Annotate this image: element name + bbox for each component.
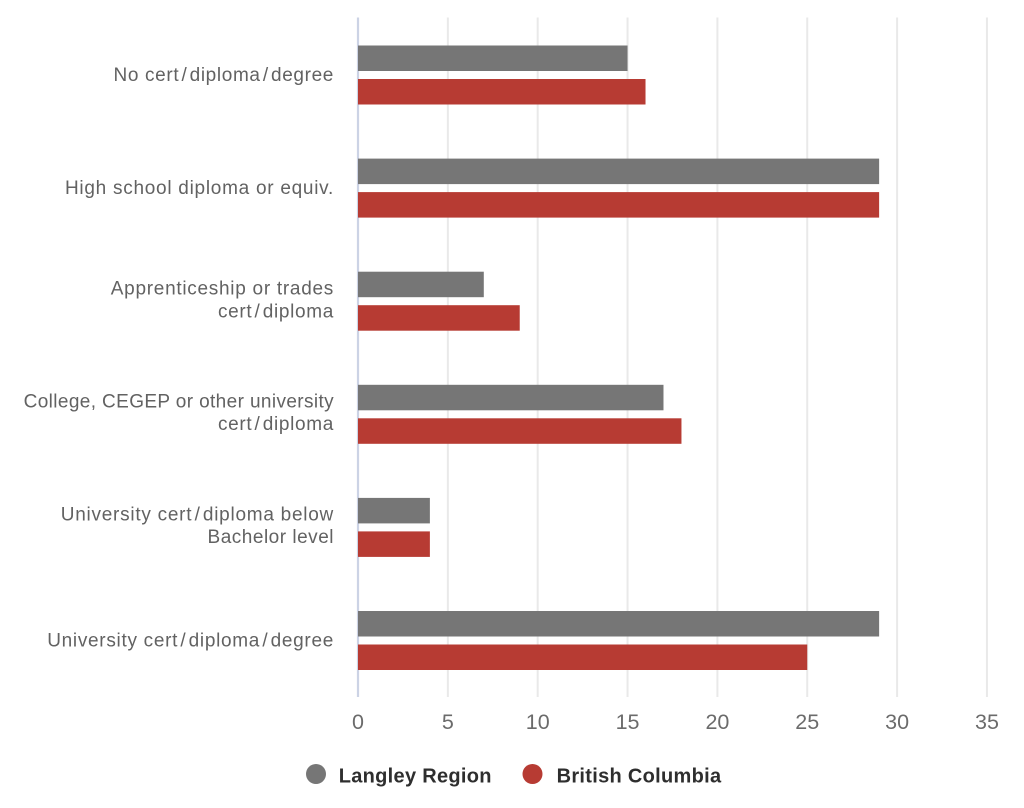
svg-text:0: 0: [352, 710, 364, 734]
svg-text:University cert / diploma / de: University cert / diploma / degree: [47, 631, 334, 652]
svg-text:20: 20: [705, 710, 729, 734]
svg-text:5: 5: [442, 710, 454, 734]
svg-text:Bachelor level: Bachelor level: [208, 527, 334, 548]
svg-text:cert / diploma: cert / diploma: [218, 301, 334, 322]
svg-text:15: 15: [616, 710, 640, 734]
svg-text:cert / diploma: cert / diploma: [218, 414, 334, 435]
svg-text:No cert / diploma / degree: No cert / diploma / degree: [114, 65, 334, 86]
svg-text:Apprenticeship or trades: Apprenticeship or trades: [111, 279, 334, 300]
svg-text:College, CEGEP or other univer: College, CEGEP or other university: [24, 391, 334, 412]
svg-text:British Columbia: British Columbia: [557, 766, 722, 788]
svg-text:10: 10: [526, 710, 550, 734]
svg-text:25: 25: [795, 710, 819, 734]
svg-text:30: 30: [885, 710, 909, 734]
svg-text:Langley Region: Langley Region: [339, 766, 492, 788]
svg-text:35: 35: [975, 710, 999, 734]
svg-text:University cert / diploma belo: University cert / diploma below: [61, 504, 334, 525]
svg-text:High school diploma or equiv.: High school diploma or equiv.: [65, 178, 334, 199]
